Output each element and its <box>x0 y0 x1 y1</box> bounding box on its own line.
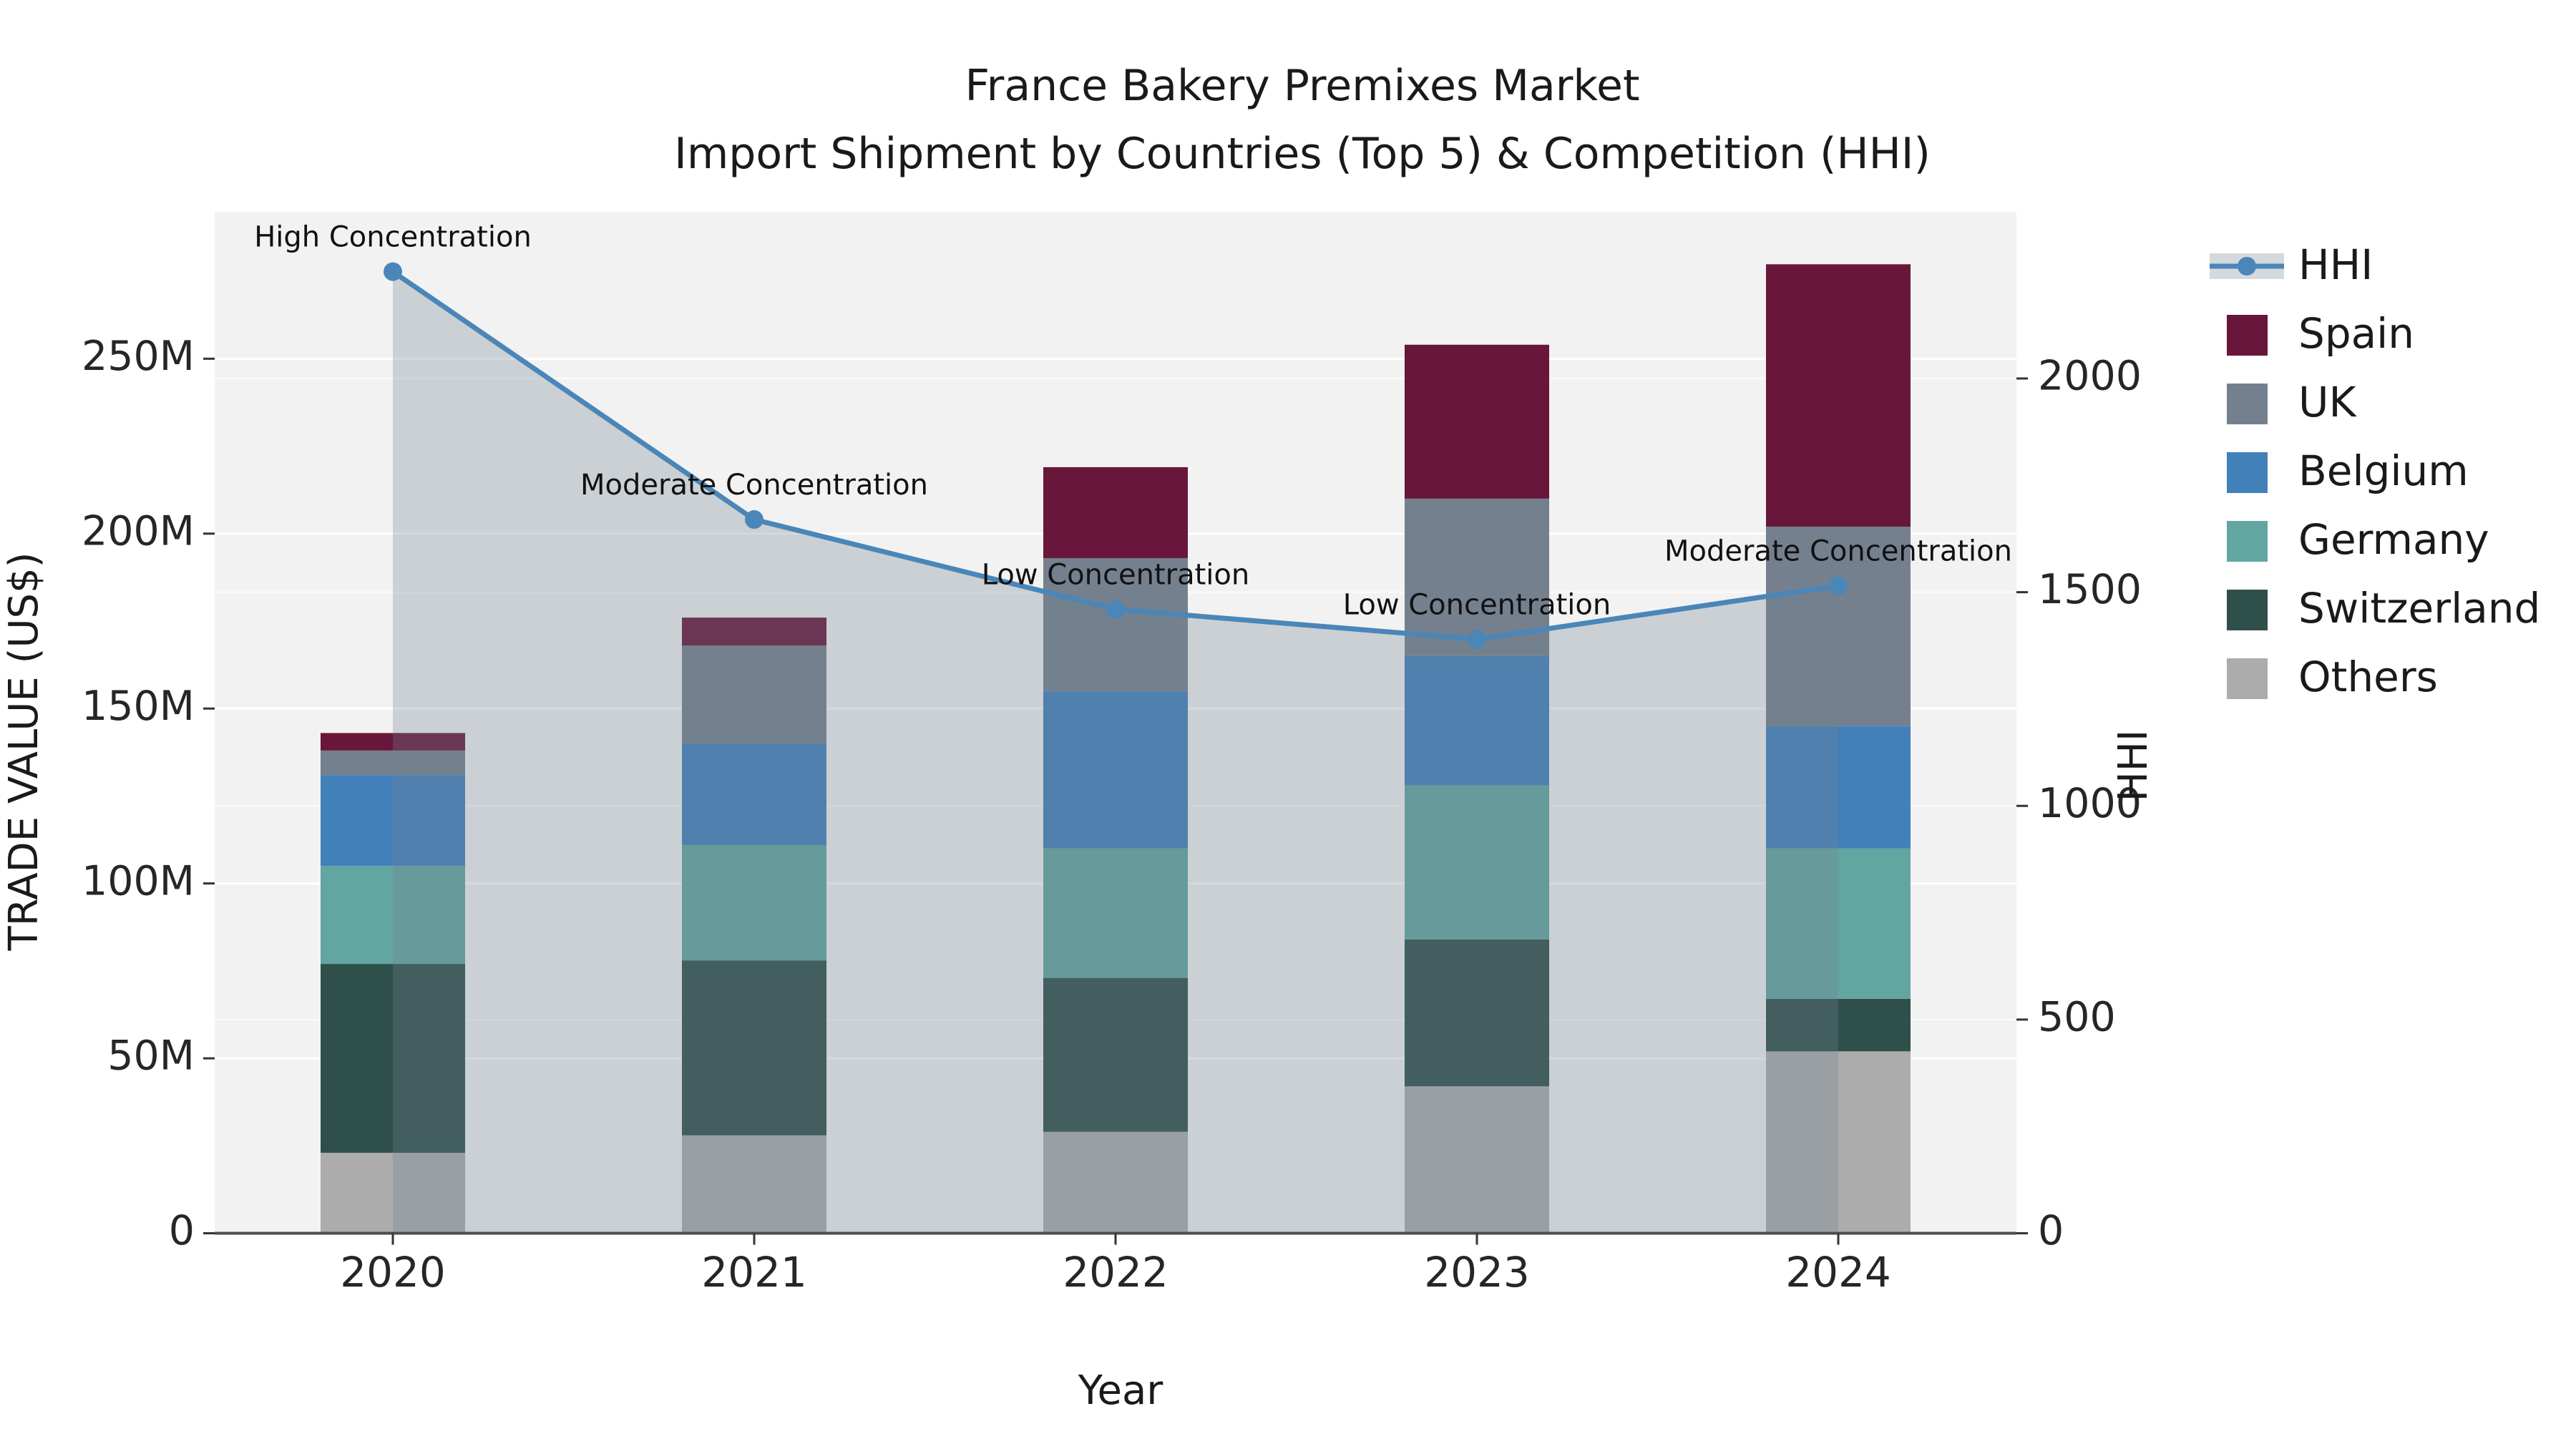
legend-swatch-switzerland <box>2227 590 2268 630</box>
y-left-axis-title: TRADE VALUE (US$) <box>1 552 47 952</box>
legend-label-switzerland: Switzerland <box>2298 584 2540 633</box>
bar-segment-2020-germany <box>321 866 465 965</box>
legend-hhi-marker <box>2238 257 2256 275</box>
hhi-point-2023 <box>1468 630 1486 649</box>
chart-title-line2: Import Shipment by Countries (Top 5) & C… <box>674 129 1931 179</box>
legend-item-uk: UK <box>2227 378 2357 426</box>
bar-segment-2023-others <box>1405 1086 1549 1234</box>
legend-swatch-germany <box>2227 521 2268 562</box>
bar-segment-2020-belgium <box>321 775 465 867</box>
bar-segment-2022-spain <box>1043 467 1188 558</box>
bar-segment-2022-germany <box>1043 848 1188 978</box>
hhi-point-2024 <box>1829 576 1848 595</box>
bar-segment-2021-germany <box>682 844 826 961</box>
bar-segment-2024-switzerland <box>1766 998 1911 1052</box>
legend-label-belgium: Belgium <box>2298 447 2469 495</box>
bar-segment-2024-uk <box>1766 526 1911 726</box>
bar-segment-2020-switzerland <box>321 964 465 1153</box>
bar-segment-2022-uk <box>1043 557 1188 691</box>
bar-segment-2020-others <box>321 1153 465 1234</box>
legend-label-hhi: HHI <box>2298 240 2373 289</box>
bar-segment-2021-spain <box>682 618 826 646</box>
bar-segment-2023-spain <box>1405 344 1549 499</box>
x-tick-label-2022: 2022 <box>1063 1248 1169 1297</box>
legend-item-switzerland: Switzerland <box>2227 584 2540 633</box>
bar-segment-2022-others <box>1043 1131 1188 1234</box>
y-left-tick-label-200: 200M <box>82 507 195 555</box>
bar-segment-2020-spain <box>321 733 465 751</box>
y-left-tick-label-250: 250M <box>82 333 195 380</box>
legend: HHI Spain UK Belgium Germany Switzerland Other… <box>2210 240 2540 701</box>
y-left-tick-label-50: 50M <box>107 1033 195 1080</box>
bar-segment-2023-belgium <box>1405 655 1549 786</box>
hhi-point-2021 <box>745 510 763 530</box>
legend-label-spain: Spain <box>2298 309 2414 358</box>
y-left-tick-label-100: 100M <box>82 857 195 904</box>
y-left-tick-label-0: 0 <box>169 1207 195 1254</box>
hhi-point-2022 <box>1106 600 1125 619</box>
legend-label-others: Others <box>2298 653 2438 701</box>
legend-item-others: Others <box>2227 653 2438 701</box>
x-tick-label-2020: 2020 <box>340 1248 446 1297</box>
stacked-bars-layer <box>321 264 1911 1234</box>
legend-swatch-spain <box>2227 315 2268 356</box>
hhi-area-fill <box>393 271 1838 1234</box>
x-tick-label-2023: 2023 <box>1424 1248 1530 1297</box>
bar-segment-2024-germany <box>1766 848 1911 999</box>
x-tick-label-2021: 2021 <box>701 1248 807 1297</box>
legend-swatch-belgium <box>2227 452 2268 493</box>
bar-segment-2021-belgium <box>682 743 826 845</box>
annotation-2024: Moderate Concentration <box>1664 535 2012 568</box>
bar-segment-2021-others <box>682 1135 826 1234</box>
legend-label-uk: UK <box>2298 378 2357 426</box>
bar-segment-2022-belgium <box>1043 691 1188 849</box>
annotation-2023: Low Concentration <box>1343 588 1611 621</box>
annotation-2022: Low Concentration <box>982 558 1249 591</box>
axes-layer: 0 50M 100M 150M 200M 250M 0 500 1000 1500 2000 2020… <box>82 333 2142 1297</box>
bar-segment-2024-belgium <box>1766 726 1911 849</box>
y-left-tick-label-150: 150M <box>82 683 195 730</box>
annotations-layer: High Concentration Moderate Concentration… <box>254 221 2012 622</box>
legend-swatch-uk <box>2227 384 2268 424</box>
hhi-area-fill-layer <box>393 271 1838 1234</box>
bar-segment-2020-uk <box>321 750 465 776</box>
legend-item-germany: Germany <box>2227 515 2489 564</box>
x-tick-label-2024: 2024 <box>1785 1248 1891 1297</box>
legend-item-belgium: Belgium <box>2227 447 2469 495</box>
legend-swatch-others <box>2227 658 2268 699</box>
y-right-tick-label-0: 0 <box>2038 1207 2064 1254</box>
bar-segment-2021-uk <box>682 645 826 744</box>
y-right-tick-label-2000: 2000 <box>2038 353 2142 400</box>
bar-segment-2023-germany <box>1405 785 1549 940</box>
y-right-tick-label-500: 500 <box>2038 993 2116 1040</box>
bar-segment-2024-others <box>1766 1051 1911 1234</box>
chart-title-line1: France Bakery Premixes Market <box>965 61 1640 111</box>
legend-item-hhi: HHI <box>2210 240 2373 289</box>
bar-segment-2024-spain <box>1766 264 1911 527</box>
annotation-2020: High Concentration <box>254 221 532 254</box>
annotation-2021: Moderate Concentration <box>580 469 928 502</box>
y-right-tick-label-1000: 1000 <box>2038 780 2142 827</box>
x-axis-title: Year <box>1078 1367 1164 1414</box>
y-right-axis-title: HHI <box>2110 730 2157 802</box>
bar-segment-2021-switzerland <box>682 960 826 1136</box>
hhi-point-2020 <box>384 262 402 281</box>
y-right-tick-label-1500: 1500 <box>2038 566 2142 613</box>
legend-item-spain: Spain <box>2227 309 2414 358</box>
bar-segment-2022-switzerland <box>1043 977 1188 1132</box>
hhi-line-layer <box>384 262 1848 649</box>
bar-segment-2023-switzerland <box>1405 939 1549 1087</box>
legend-label-germany: Germany <box>2298 515 2489 564</box>
